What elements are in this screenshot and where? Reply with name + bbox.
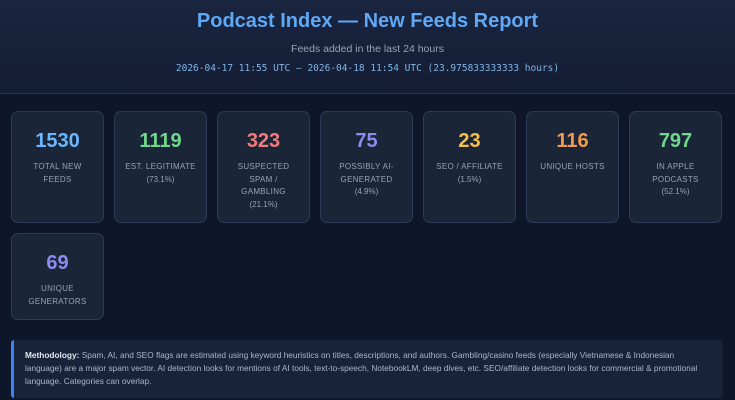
- report-header: Podcast Index — New Feeds Report Feeds a…: [0, 0, 735, 94]
- stat-value: 23: [458, 130, 481, 152]
- methodology-heading: Methodology:: [25, 350, 80, 360]
- stat-value: 797: [658, 130, 693, 152]
- stat-value: 1119: [139, 130, 182, 152]
- stat-card-possibly-ai-generated: 75 POSSIBLY AI-GENERATED (4.9%): [320, 111, 413, 223]
- stat-label: SEO / AFFILIATE: [436, 162, 503, 171]
- stats-grid: 1530 TOTAL NEW FEEDS 1119 EST. LEGITIMAT…: [11, 111, 727, 320]
- stat-label: SUSPECTED SPAM / GAMBLING: [237, 162, 290, 196]
- stat-label: POSSIBLY AI-GENERATED: [339, 162, 394, 184]
- stat-label: TOTAL NEW FEEDS: [33, 162, 82, 184]
- stat-percent: (73.1%): [146, 174, 175, 184]
- stat-percent: (52.1%): [661, 187, 690, 196]
- stat-value: 323: [246, 130, 281, 152]
- time-range: 2026-04-17 11:55 UTC – 2026-04-18 11:54 …: [175, 63, 560, 74]
- stat-value: 69: [46, 252, 69, 274]
- stat-value: 116: [556, 130, 589, 152]
- stat-card-suspected-spam: 323 SUSPECTED SPAM / GAMBLING (21.1%): [217, 111, 310, 223]
- stat-percent: (1.5%): [457, 174, 482, 184]
- page-title: Podcast Index — New Feeds Report: [196, 10, 539, 32]
- methodology-note: Methodology: Spam, AI, and SEO flags are…: [11, 340, 723, 398]
- stat-percent: (4.9%): [354, 187, 379, 196]
- stat-percent: (21.1%): [249, 199, 278, 209]
- stat-label: IN APPLE PODCASTS: [652, 162, 699, 184]
- stat-card-est-legitimate: 1119 EST. LEGITIMATE (73.1%): [114, 111, 207, 223]
- stat-card-unique-generators: 69 UNIQUE GENERATORS: [11, 233, 104, 320]
- stat-card-seo-affiliate: 23 SEO / AFFILIATE (1.5%): [423, 111, 516, 223]
- stat-card-unique-hosts: 116 UNIQUE HOSTS: [526, 111, 619, 223]
- stat-label: UNIQUE HOSTS: [540, 162, 605, 171]
- stat-card-total-new-feeds: 1530 TOTAL NEW FEEDS: [11, 111, 104, 223]
- page-subtitle: Feeds added in the last 24 hours: [291, 43, 444, 55]
- stat-value: 75: [355, 130, 378, 152]
- methodology-text: Spam, AI, and SEO flags are estimated us…: [25, 350, 698, 386]
- stat-label: EST. LEGITIMATE: [125, 162, 196, 171]
- stat-card-in-apple-podcasts: 797 IN APPLE PODCASTS (52.1%): [629, 111, 722, 223]
- stat-label: UNIQUE GENERATORS: [28, 284, 87, 306]
- stat-value: 1530: [35, 130, 80, 152]
